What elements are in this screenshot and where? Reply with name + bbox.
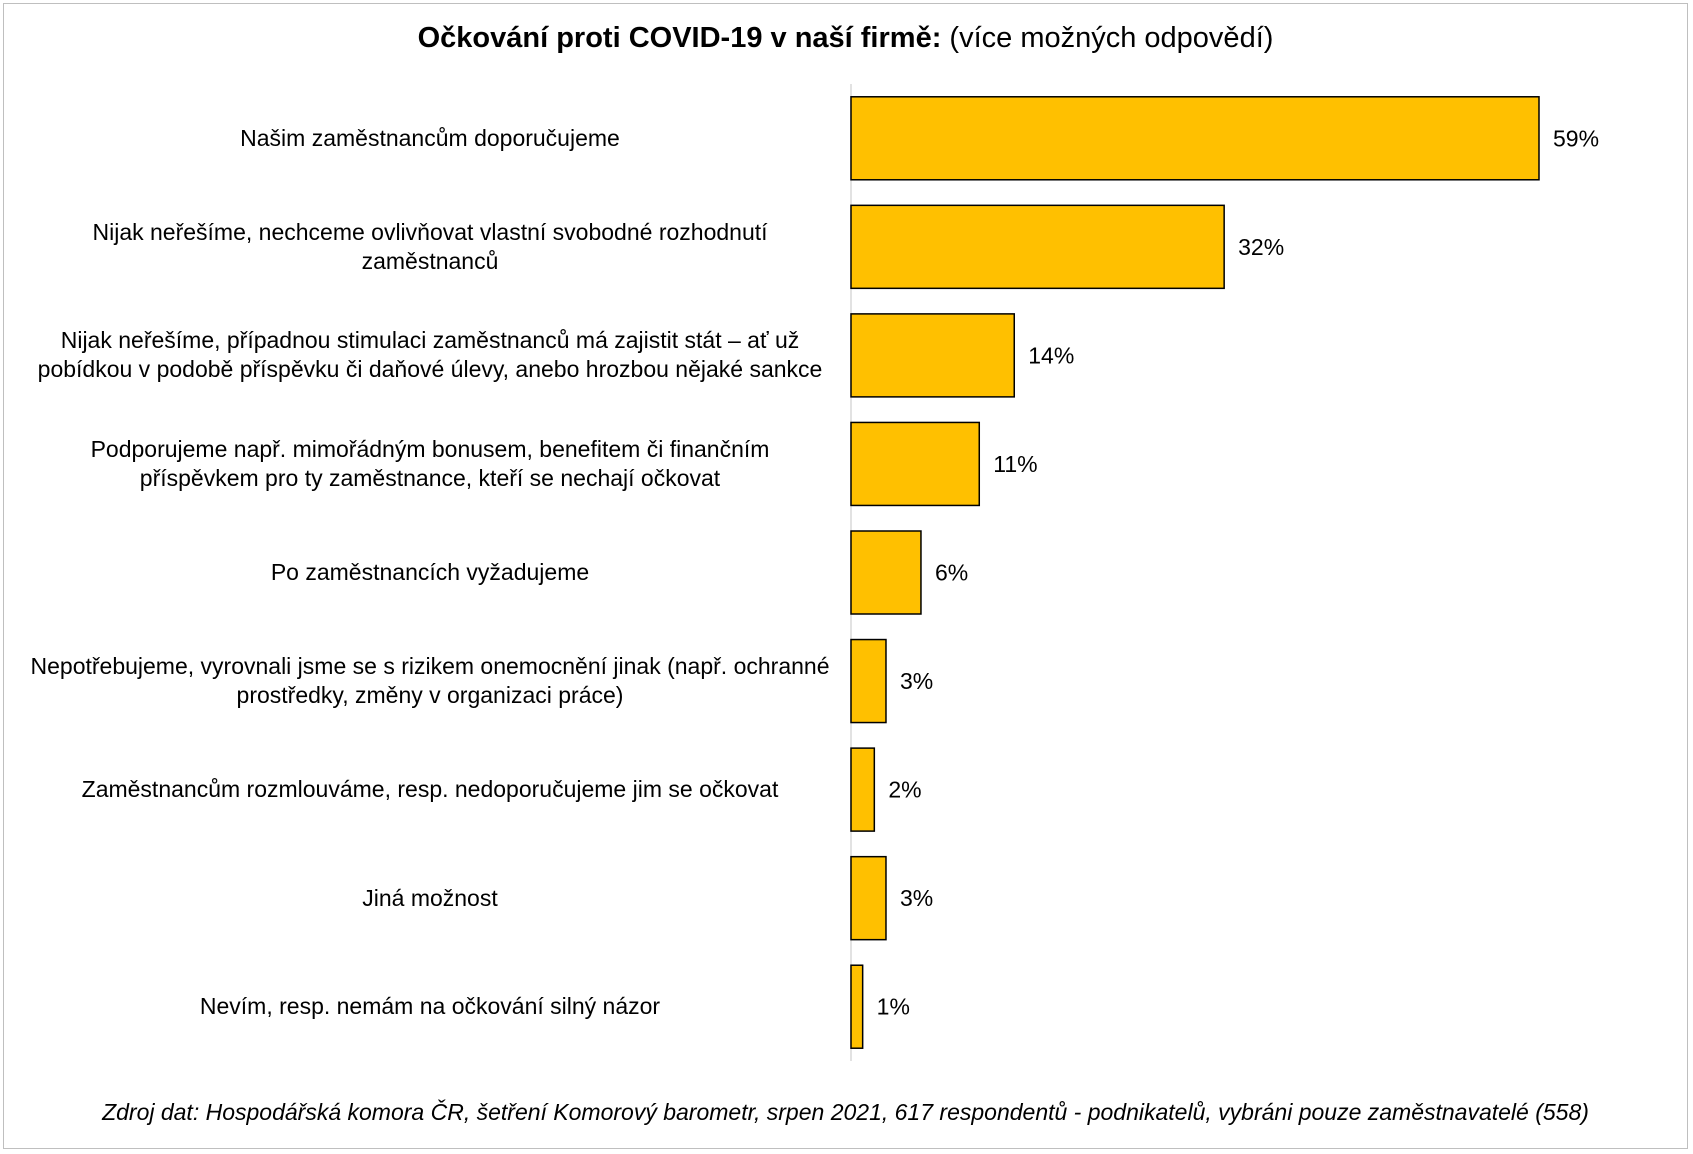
chart-title-rest: (více možných odpovědí) [949,22,1274,54]
category-label-1: Nijak neřešíme, nechceme ovlivňovat vlas… [92,218,768,274]
data-label-0: 59% [1553,125,1599,151]
category-label-4: Po zaměstnancích vyžadujeme [270,559,590,585]
bar-chart: 59% 32% 14% 11% 6% 3% 2% 3% 1% [850,84,1599,1061]
category-label-2: Nijak neřešíme, případnou stimulaci zamě… [37,327,823,383]
data-label-4: 6% [935,560,968,586]
bar-3 [850,421,981,507]
bar-7 [850,855,887,941]
bar-4 [850,530,922,615]
category-label-5: Nepotřebujeme, vyrovnali jsme se s rizik… [30,653,830,709]
category-label-8: Nevím, resp. nemám na očkování silný náz… [199,993,661,1020]
data-label-8: 1% [877,994,910,1020]
bar-6 [850,747,876,832]
bar-1 [850,204,1225,290]
data-label-6: 2% [888,777,921,803]
data-label-3: 11% [993,451,1037,477]
data-label-5: 3% [900,668,933,694]
data-label-2: 14% [1028,342,1074,368]
category-label-6: Zaměstnancům rozmlouváme, resp. nedoporu… [81,776,779,803]
bar-8 [850,964,864,1049]
category-label-3: Podporujeme např. mimořádným bonusem, be… [90,435,770,491]
data-label-7: 3% [900,885,933,911]
bar-2 [850,313,1016,398]
bar-0 [850,96,1540,181]
chart-frame: Očkování proti COVID-19 v naší firmě: (v… [3,3,1688,1149]
chart-title-bold: Očkování proti COVID-19 v naší firmě: [417,22,942,54]
data-label-1: 32% [1238,234,1284,260]
category-label-7: Jiná možnost [362,884,498,911]
category-label-0: Našim zaměstnancům doporučujeme [240,124,620,151]
source-note: Zdroj dat: Hospodářská komora ČR, šetřen… [102,1099,1589,1125]
chart-title: Očkování proti COVID-19 v naší firmě: (v… [4,22,1687,55]
bar-5 [850,638,887,724]
